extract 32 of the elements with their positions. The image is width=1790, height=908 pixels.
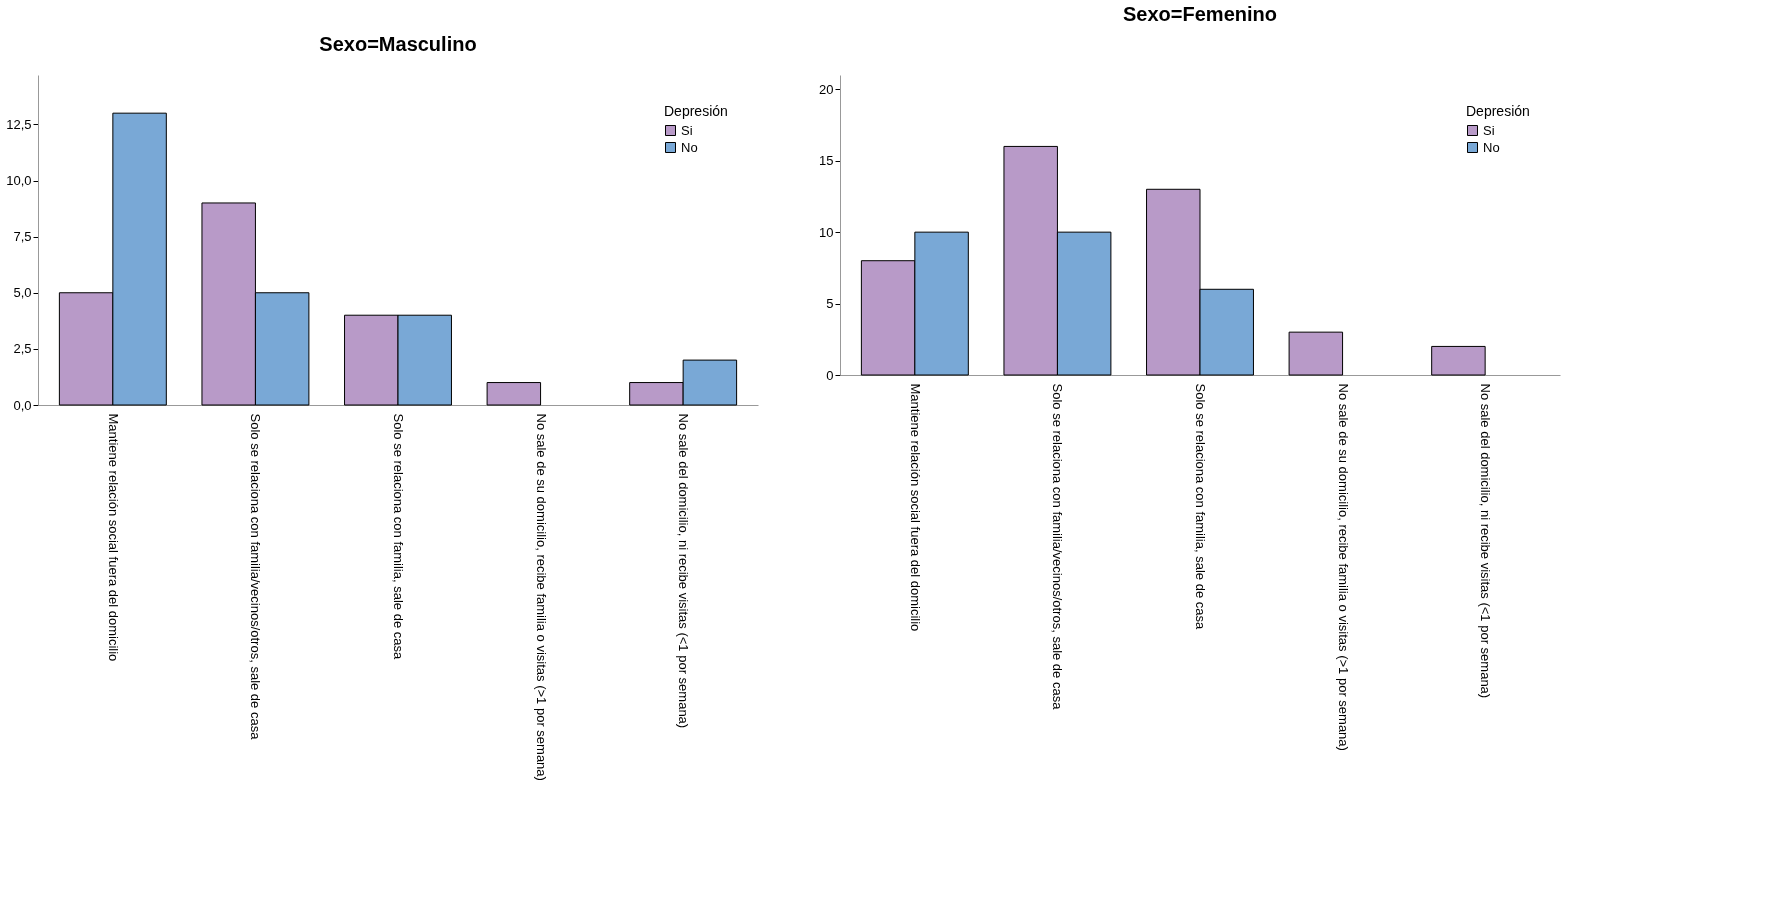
x-tick-label: No sale de su domicilio, recibe familia o visitas (>1 por semana) [1335, 383, 1351, 751]
y-tick-label: 10,0 [6, 173, 32, 189]
bar [486, 382, 542, 406]
y-tick-label: 20 [819, 81, 834, 97]
y-tick-label: 10 [819, 224, 834, 240]
legend-label: Si [1483, 122, 1495, 138]
x-tick-label: Solo se relaciona con familia, sale de casa [1193, 383, 1208, 630]
x-tick-label: Solo se relaciona con familia/vecinos/otros, sale de casa [1050, 383, 1066, 711]
chart-title: Sexo=Femenino [1123, 3, 1277, 25]
y-tick-label: 15 [819, 153, 834, 169]
legend-title: Depresión [1466, 103, 1530, 119]
y-tick-label: 5,0 [13, 285, 32, 301]
legend-title: Depresión [664, 103, 728, 119]
y-tick-label: 2,5 [13, 341, 32, 357]
x-tick-label: Solo se relaciona con familia, sale de casa [391, 413, 406, 660]
y-tick-label: 0,0 [13, 397, 32, 413]
chart-title: Sexo=Masculino [319, 33, 477, 55]
legend-label: No [1483, 139, 1500, 155]
y-tick-label: 12,5 [6, 116, 32, 132]
x-tick-label: Mantiene relación social fuera del domicilio [907, 383, 923, 632]
legend-label: No [681, 139, 698, 155]
x-tick-label: Solo se relaciona con familia/vecinos/otros, sale de casa [248, 413, 264, 741]
x-tick-label: No sale de su domicilio, recibe familia o visitas (>1 por semana) [533, 413, 549, 781]
y-tick-label: 5 [826, 296, 834, 312]
bar [1288, 331, 1344, 376]
bar [1431, 345, 1486, 376]
legend-label: Si [681, 122, 693, 138]
y-tick-label: 0 [826, 367, 834, 383]
x-tick-label: No sale del domicilio, ni recibe visitas (<1 por semana) [676, 413, 692, 729]
x-tick-label: Mantiene relación social fuera del domicilio [105, 413, 121, 662]
x-tick-label: No sale del domicilio, ni recibe visitas (<1 por semana) [1478, 383, 1494, 699]
y-tick-label: 7,5 [13, 229, 32, 245]
